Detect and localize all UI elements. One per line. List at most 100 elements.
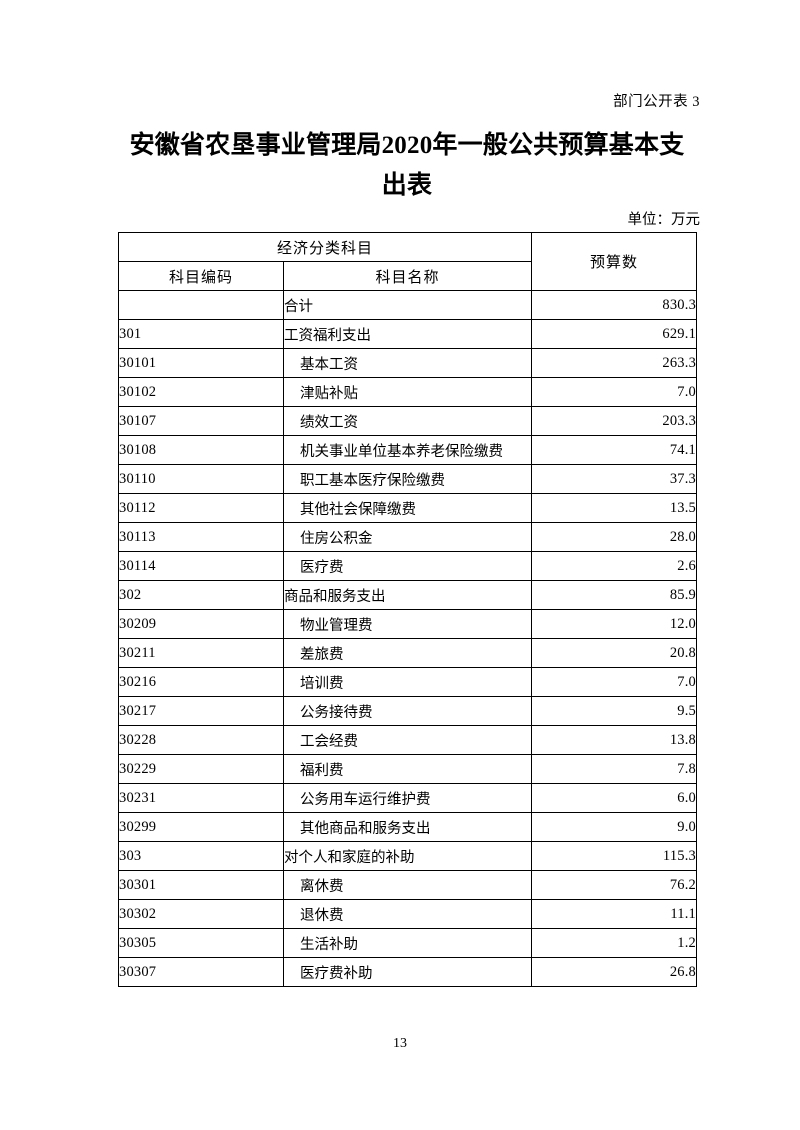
cell-budget-amount: 76.2: [531, 870, 698, 900]
cell-subject-code: 30101: [118, 348, 284, 378]
cell-subject-code: 30107: [118, 406, 284, 436]
cell-subject-name: 医疗费: [282, 551, 533, 581]
cell-subject-code: 302: [118, 580, 284, 610]
subject-name-text: 工资福利支出: [284, 327, 371, 344]
table-header-row-group: 经济分类科目 预算数: [117, 232, 698, 291]
cell-subject-code: 30114: [118, 551, 284, 581]
page-title: 安徽省农垦事业管理局2020年一般公共预算基本支出表: [129, 132, 685, 199]
page-number: 13: [393, 1036, 407, 1051]
cell-subject-name: 住房公积金: [282, 522, 533, 552]
cell-subject-code: 30110: [118, 464, 284, 494]
cell-budget-amount: 830.3: [531, 290, 698, 320]
cell-subject-name: 物业管理费: [282, 609, 533, 639]
cell-subject-name: 公务接待费: [282, 696, 533, 726]
cell-budget-amount: 13.5: [531, 493, 698, 523]
subject-name-text: 差旅费: [300, 646, 344, 663]
cell-subject-code: [118, 290, 284, 320]
table-row: 30110 职工基本医疗保险缴费 37.3: [118, 464, 698, 494]
column-group-header-economic-classification: 经济分类科目: [117, 232, 533, 262]
column-header-subject-name: 科目名称: [282, 261, 533, 291]
cell-budget-amount: 1.2: [531, 928, 698, 958]
subject-name-text: 工会经费: [300, 733, 358, 750]
cell-subject-code: 30216: [118, 667, 284, 697]
table-row: 30305 生活补助 1.2: [118, 928, 698, 958]
document-form-label: 部门公开表 3: [613, 94, 700, 110]
cell-subject-name: 工资福利支出: [282, 319, 533, 349]
column-header-budget-amount: 预算数: [531, 232, 698, 291]
table-row: 30299 其他商品和服务支出 9.0: [118, 812, 698, 842]
table-header: 经济分类科目 预算数 科目编码 科目名称: [117, 232, 698, 291]
subject-name-text: 物业管理费: [300, 617, 373, 634]
table-row: 302 商品和服务支出 85.9: [118, 580, 698, 610]
subject-name-text: 其他社会保障缴费: [300, 501, 416, 518]
subject-name-text: 津贴补贴: [300, 385, 358, 402]
subject-name-text: 合计: [284, 298, 313, 315]
subject-name-text: 医疗费补助: [300, 965, 373, 982]
cell-subject-name: 其他商品和服务支出: [282, 812, 533, 842]
cell-subject-name: 其他社会保障缴费: [282, 493, 533, 523]
table-row: 30102 津贴补贴 7.0: [118, 377, 698, 407]
cell-subject-name: 职工基本医疗保险缴费: [282, 464, 533, 494]
subject-name-text: 培训费: [300, 675, 344, 692]
cell-subject-code: 30209: [118, 609, 284, 639]
cell-subject-name: 医疗费补助: [282, 957, 533, 987]
cell-subject-name: 培训费: [282, 667, 533, 697]
cell-subject-name: 差旅费: [282, 638, 533, 668]
table-row: 30307 医疗费补助 26.8: [118, 957, 698, 987]
subject-name-text: 退休费: [300, 907, 344, 924]
table-row: 30113 住房公积金 28.0: [118, 522, 698, 552]
subject-name-text: 商品和服务支出: [284, 588, 386, 605]
cell-subject-code: 30108: [118, 435, 284, 465]
cell-subject-name: 工会经费: [282, 725, 533, 755]
table-row: 30216 培训费 7.0: [118, 667, 698, 697]
cell-subject-name: 对个人和家庭的补助: [282, 841, 533, 871]
subject-name-text: 基本工资: [300, 356, 358, 373]
cell-subject-code: 30229: [118, 754, 284, 784]
table-row: 30112 其他社会保障缴费 13.5: [118, 493, 698, 523]
table-row: 30209 物业管理费 12.0: [118, 609, 698, 639]
table-row: 30228 工会经费 13.8: [118, 725, 698, 755]
cell-subject-code: 30113: [118, 522, 284, 552]
cell-subject-name: 基本工资: [282, 348, 533, 378]
cell-budget-amount: 263.3: [531, 348, 698, 378]
cell-subject-code: 30217: [118, 696, 284, 726]
cell-subject-name: 商品和服务支出: [282, 580, 533, 610]
cell-budget-amount: 26.8: [531, 957, 698, 987]
cell-subject-code: 30302: [118, 899, 284, 929]
cell-budget-amount: 7.8: [531, 754, 698, 784]
cell-subject-code: 30301: [118, 870, 284, 900]
table-row: 30108 机关事业单位基本养老保险缴费 74.1: [118, 435, 698, 465]
table-row: 30302 退休费 11.1: [118, 899, 698, 929]
subject-name-text: 公务用车运行维护费: [300, 791, 431, 808]
cell-subject-name: 福利费: [282, 754, 533, 784]
cell-subject-name: 津贴补贴: [282, 377, 533, 407]
subject-name-text: 住房公积金: [300, 530, 373, 547]
cell-subject-name: 离休费: [282, 870, 533, 900]
table-row: 30229 福利费 7.8: [118, 754, 698, 784]
subject-name-text: 机关事业单位基本养老保险缴费: [300, 443, 503, 460]
subject-name-text: 公务接待费: [300, 704, 373, 721]
cell-subject-code: 30305: [118, 928, 284, 958]
cell-subject-code: 301: [118, 319, 284, 349]
table-row: 30217 公务接待费 9.5: [118, 696, 698, 726]
cell-subject-code: 30228: [118, 725, 284, 755]
cell-subject-name: 退休费: [282, 899, 533, 929]
table-row: 30101 基本工资 263.3: [118, 348, 698, 378]
subject-name-text: 其他商品和服务支出: [300, 820, 431, 837]
cell-budget-amount: 28.0: [531, 522, 698, 552]
cell-budget-amount: 9.5: [531, 696, 698, 726]
cell-subject-code: 30231: [118, 783, 284, 813]
subject-name-text: 生活补助: [300, 936, 358, 953]
budget-table: 经济分类科目 预算数 科目编码 科目名称 合计 830.3 301 工资福利支出 629…: [117, 232, 698, 987]
subject-name-text: 职工基本医疗保险缴费: [300, 472, 445, 489]
table-header-row-columns: 科目编码 科目名称: [118, 261, 697, 291]
cell-subject-code: 30299: [118, 812, 284, 842]
unit-label: 单位：万元: [627, 212, 701, 228]
cell-budget-amount: 37.3: [531, 464, 698, 494]
cell-subject-name: 绩效工资: [282, 406, 533, 436]
cell-budget-amount: 203.3: [531, 406, 698, 436]
cell-subject-name: 合计: [282, 290, 533, 320]
cell-subject-code: 30112: [118, 493, 284, 523]
table-row: 303 对个人和家庭的补助 115.3: [118, 841, 698, 871]
